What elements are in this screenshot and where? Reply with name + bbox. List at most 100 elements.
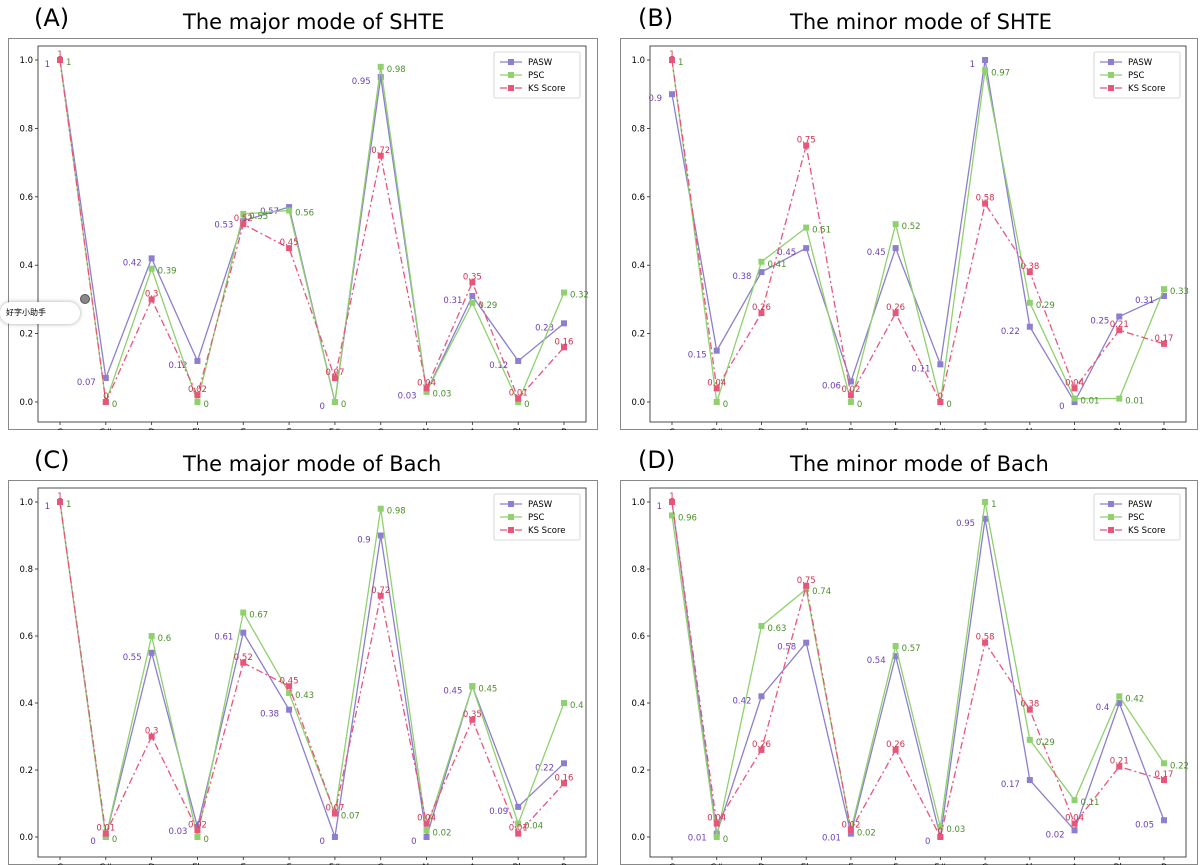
y-tick-label: 0.4 bbox=[631, 261, 645, 271]
data-label: 0.11 bbox=[1081, 798, 1100, 808]
data-label: 0.16 bbox=[555, 337, 574, 347]
data-label: 0.43 bbox=[295, 691, 314, 701]
x-tick-label: B bbox=[561, 428, 567, 430]
data-label: 0.45 bbox=[280, 676, 299, 686]
data-label: 1 bbox=[669, 50, 674, 60]
floating-helper-bubble[interactable]: 好字小助手 bbox=[0, 302, 80, 324]
data-point bbox=[937, 823, 944, 830]
data-label: 0.96 bbox=[678, 513, 697, 523]
data-label: 0.04 bbox=[417, 378, 436, 388]
legend-label: PASW bbox=[1128, 58, 1153, 68]
data-label: 1 bbox=[970, 60, 975, 70]
x-tick-label: Ab bbox=[421, 863, 432, 865]
legend-label: PSC bbox=[528, 71, 545, 81]
data-label: 1 bbox=[57, 492, 62, 502]
x-tick-label: Eb bbox=[192, 428, 203, 430]
legend-label: PSC bbox=[1128, 71, 1145, 81]
data-point bbox=[423, 385, 430, 392]
data-point bbox=[423, 827, 430, 834]
data-label: 0.98 bbox=[387, 507, 406, 517]
x-tick-label: F# bbox=[934, 863, 946, 865]
data-point bbox=[669, 57, 675, 63]
data-label: 0.38 bbox=[1020, 262, 1039, 272]
x-tick-label: E bbox=[241, 428, 246, 430]
data-point bbox=[1161, 286, 1167, 293]
x-tick-label: D bbox=[758, 863, 765, 865]
y-tick-label: 0.4 bbox=[19, 261, 33, 271]
data-point bbox=[847, 392, 854, 399]
data-label: 0.12 bbox=[169, 361, 188, 371]
data-label: 0.38 bbox=[1020, 700, 1039, 710]
data-point bbox=[469, 279, 476, 286]
data-label: 0.11 bbox=[911, 364, 930, 374]
x-tick-label: D bbox=[148, 863, 155, 865]
data-point bbox=[803, 582, 810, 589]
legend-box bbox=[493, 493, 581, 541]
legend-marker bbox=[1108, 85, 1114, 91]
data-label: 1 bbox=[66, 58, 71, 68]
data-point bbox=[1116, 693, 1123, 700]
data-label: 1 bbox=[45, 502, 50, 512]
data-label: 1 bbox=[657, 502, 662, 512]
series-line bbox=[671, 501, 1165, 838]
data-point bbox=[1116, 395, 1123, 402]
data-point bbox=[194, 827, 201, 834]
y-tick-label: 0.6 bbox=[19, 193, 33, 203]
x-tick-label: F bbox=[893, 428, 898, 430]
chart-title: The major mode of SHTE bbox=[183, 10, 445, 34]
floating-helper-dot[interactable] bbox=[80, 294, 90, 304]
data-label: 0.95 bbox=[956, 519, 975, 529]
x-tick-label: E bbox=[848, 428, 853, 430]
data-point bbox=[713, 834, 720, 840]
data-label: 0.01 bbox=[1125, 397, 1144, 407]
data-label: 1 bbox=[45, 60, 50, 70]
data-point bbox=[982, 67, 989, 74]
x-tick-label: C bbox=[57, 863, 63, 865]
x-tick-label: B bbox=[1161, 863, 1167, 865]
data-label: 0.45 bbox=[280, 238, 299, 248]
data-point bbox=[377, 505, 384, 512]
data-label: 0.75 bbox=[797, 576, 816, 586]
data-point bbox=[1026, 269, 1033, 276]
chart-title: The minor mode of Bach bbox=[790, 452, 1049, 476]
data-point bbox=[758, 269, 765, 276]
data-point bbox=[1161, 777, 1167, 784]
series-line bbox=[59, 59, 565, 403]
data-point bbox=[515, 820, 522, 827]
data-point bbox=[194, 834, 201, 840]
data-label: 0.4 bbox=[1096, 703, 1110, 713]
x-tick-label: G bbox=[982, 863, 989, 865]
legend-label: PSC bbox=[528, 513, 545, 523]
legend-marker bbox=[508, 501, 514, 507]
data-label: 0 bbox=[411, 837, 416, 847]
data-point bbox=[423, 820, 430, 827]
data-label: 0.23 bbox=[535, 323, 554, 333]
x-tick-label: Bb bbox=[1114, 428, 1125, 430]
data-label: 0.07 bbox=[341, 812, 360, 822]
data-label: 0.04 bbox=[417, 814, 436, 824]
data-label: 0.01 bbox=[688, 834, 707, 844]
data-label: 0.39 bbox=[158, 267, 177, 277]
legend-marker bbox=[1108, 59, 1114, 65]
data-point bbox=[1116, 313, 1123, 320]
data-label: 0.17 bbox=[1001, 780, 1020, 790]
data-point bbox=[1026, 299, 1033, 306]
data-point bbox=[469, 716, 476, 723]
data-label: 0.02 bbox=[1046, 830, 1065, 840]
data-point bbox=[286, 689, 293, 696]
data-point bbox=[331, 810, 338, 817]
data-label: 0.12 bbox=[489, 361, 508, 371]
data-point bbox=[892, 245, 899, 252]
chart-title: The major mode of Bach bbox=[183, 452, 442, 476]
data-label: 0.56 bbox=[295, 208, 314, 218]
x-tick-label: A bbox=[469, 428, 475, 430]
x-tick-label: F bbox=[287, 863, 292, 865]
data-label: 1 bbox=[66, 500, 71, 510]
data-point bbox=[1116, 700, 1123, 706]
data-label: 0.3 bbox=[145, 727, 159, 737]
data-label: 0.35 bbox=[463, 710, 482, 720]
data-point bbox=[469, 683, 476, 690]
legend-label: PASW bbox=[528, 58, 553, 68]
data-point bbox=[982, 200, 989, 207]
data-label: 0.07 bbox=[77, 378, 96, 388]
